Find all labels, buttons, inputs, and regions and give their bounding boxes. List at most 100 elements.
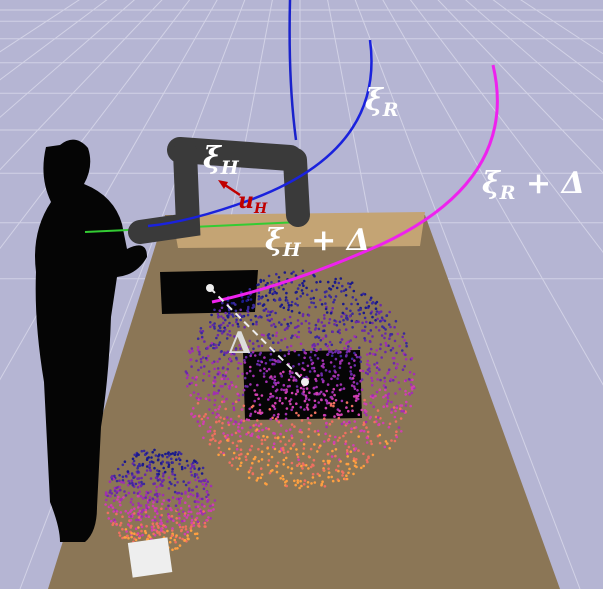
cloud-point [364, 306, 368, 310]
cloud-point [309, 447, 313, 451]
cloud-point [141, 508, 145, 512]
cloud-point [238, 457, 241, 460]
cloud-point [313, 411, 317, 415]
cloud-point [140, 449, 144, 453]
cloud-point [299, 428, 302, 432]
cloud-point [156, 512, 159, 515]
cloud-point [231, 384, 234, 387]
cloud-point [261, 428, 264, 432]
cloud-point [294, 274, 298, 277]
cloud-point [344, 288, 348, 291]
cloud-point [224, 318, 227, 322]
cloud-point [259, 422, 263, 426]
cloud-point [359, 356, 362, 359]
cloud-point [320, 484, 323, 487]
cloud-point [335, 384, 339, 387]
cloud-point [203, 365, 206, 368]
cloud-point [199, 397, 202, 400]
cloud-point [285, 479, 288, 483]
cloud-point [248, 407, 251, 411]
cloud-point [113, 474, 116, 478]
cloud-point [220, 377, 224, 381]
label-subscript: R [499, 182, 516, 204]
cloud-point [174, 547, 177, 550]
cloud-point [337, 479, 341, 483]
cloud-point [223, 377, 226, 381]
cloud-point [324, 369, 328, 372]
cloud-point [204, 413, 207, 416]
cloud-point [268, 313, 272, 317]
cloud-point [350, 357, 354, 361]
cloud-point [193, 532, 197, 536]
cloud-point [221, 373, 225, 377]
cloud-point [327, 467, 330, 471]
cloud-point [178, 499, 181, 503]
cloud-point [113, 489, 117, 493]
cloud-point [357, 435, 361, 438]
cloud-point [292, 365, 295, 368]
cloud-point [301, 367, 304, 370]
cloud-point [338, 320, 342, 324]
cloud-point [225, 337, 229, 340]
cloud-point [367, 332, 370, 335]
cloud-point [276, 415, 280, 419]
cloud-point [205, 518, 208, 522]
cloud-point [197, 368, 200, 372]
grid-line [382, 0, 603, 386]
cloud-point [254, 423, 258, 427]
cloud-point [390, 333, 394, 336]
cloud-point [147, 506, 150, 509]
cloud-point [269, 375, 273, 378]
cloud-point [315, 335, 319, 338]
cloud-point [280, 323, 283, 326]
cloud-point [226, 314, 229, 318]
cloud-point [218, 341, 222, 344]
cloud-point [175, 458, 178, 462]
cloud-point [242, 419, 246, 423]
cloud-point [207, 354, 210, 358]
cloud-point [106, 511, 110, 515]
cloud-point [201, 497, 204, 501]
cloud-point [316, 472, 320, 476]
cloud-point [231, 441, 235, 445]
cloud-point [299, 471, 303, 475]
cloud-point [160, 529, 163, 532]
cloud-point [189, 470, 193, 474]
cloud-point [411, 378, 414, 382]
cloud-point [174, 451, 177, 454]
cloud-point [277, 321, 281, 324]
cloud-point [294, 302, 297, 306]
cloud-point [218, 357, 221, 361]
cloud-point [212, 379, 216, 383]
cloud-point [319, 339, 323, 342]
cloud-point [327, 471, 331, 475]
cloud-point [312, 386, 316, 390]
cloud-point [319, 298, 322, 302]
cloud-point [151, 522, 155, 525]
cloud-point [161, 454, 164, 457]
cloud-point [259, 476, 263, 480]
cloud-point [249, 448, 252, 452]
cloud-point [288, 400, 291, 403]
cloud-point [213, 499, 217, 502]
cloud-point [227, 311, 231, 315]
cloud-point [394, 319, 398, 323]
cloud-point [293, 349, 297, 353]
cloud-point [354, 461, 358, 464]
cloud-point [285, 429, 288, 433]
cloud-point [177, 512, 181, 516]
cloud-point [334, 349, 338, 352]
cloud-point [122, 481, 125, 484]
cloud-point [310, 301, 313, 304]
cloud-point [283, 318, 286, 321]
cloud-point [146, 501, 150, 504]
cloud-point [353, 364, 357, 367]
cloud-point [382, 395, 385, 399]
cloud-point [195, 532, 199, 535]
cloud-point [277, 276, 281, 279]
cloud-point [180, 467, 184, 471]
cloud-point [287, 324, 290, 328]
cloud-point [145, 514, 148, 517]
cloud-point [319, 390, 323, 394]
point [206, 284, 214, 292]
